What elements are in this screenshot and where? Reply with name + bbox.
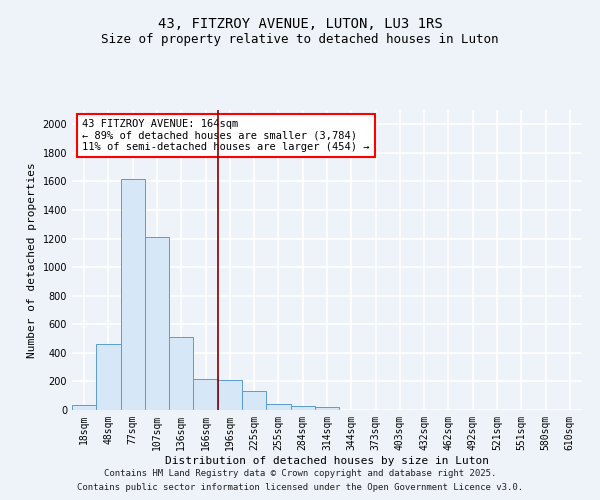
Bar bbox=[315, 407, 339, 410]
Text: Contains public sector information licensed under the Open Government Licence v3: Contains public sector information licen… bbox=[77, 484, 523, 492]
X-axis label: Distribution of detached houses by size in Luton: Distribution of detached houses by size … bbox=[165, 456, 489, 466]
Bar bbox=[266, 404, 290, 410]
Bar bbox=[96, 344, 121, 410]
Bar bbox=[145, 237, 169, 410]
Text: Contains HM Land Registry data © Crown copyright and database right 2025.: Contains HM Land Registry data © Crown c… bbox=[104, 468, 496, 477]
Text: 43 FITZROY AVENUE: 164sqm
← 89% of detached houses are smaller (3,784)
11% of se: 43 FITZROY AVENUE: 164sqm ← 89% of detac… bbox=[82, 119, 370, 152]
Bar bbox=[72, 405, 96, 410]
Bar bbox=[290, 406, 315, 410]
Text: 43, FITZROY AVENUE, LUTON, LU3 1RS: 43, FITZROY AVENUE, LUTON, LU3 1RS bbox=[158, 18, 442, 32]
Y-axis label: Number of detached properties: Number of detached properties bbox=[27, 162, 37, 358]
Text: Size of property relative to detached houses in Luton: Size of property relative to detached ho… bbox=[101, 32, 499, 46]
Bar bbox=[169, 337, 193, 410]
Bar bbox=[242, 392, 266, 410]
Bar bbox=[193, 378, 218, 410]
Bar bbox=[218, 380, 242, 410]
Bar bbox=[121, 178, 145, 410]
